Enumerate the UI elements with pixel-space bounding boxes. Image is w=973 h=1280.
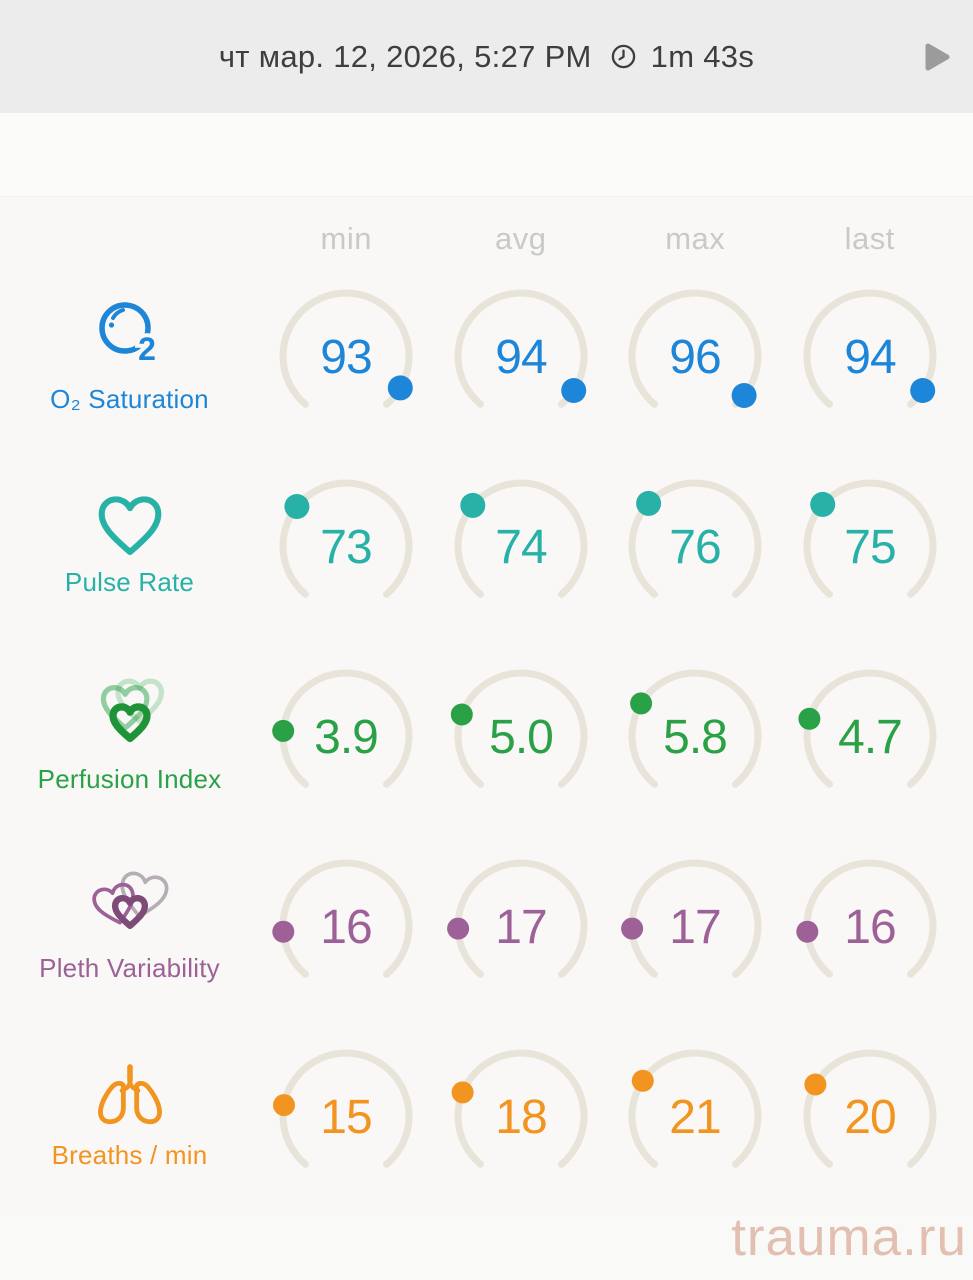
clock-icon [610, 43, 637, 70]
gauge-value: 5.0 [489, 711, 553, 764]
gauge-dot [451, 1081, 474, 1104]
metric-label-cell-breaths-min: Breaths / min [0, 1021, 259, 1211]
column-header-avg: avg [495, 221, 547, 256]
column-header-last: last [844, 221, 895, 256]
gauge-value: 21 [670, 1091, 721, 1144]
gauge-dot [798, 707, 821, 730]
metric-label: Pleth Variability [39, 953, 220, 983]
gauge-perfusion-index-min: 3.9 [259, 641, 434, 831]
gauge-value: 94 [495, 331, 547, 384]
metric-label: Perfusion Index [37, 764, 222, 794]
gauge-value: 18 [495, 1091, 546, 1144]
gauge-value: 20 [844, 1091, 895, 1144]
gauge-value: 93 [321, 331, 372, 384]
gauge-perfusion-index-max: 5.8 [608, 641, 783, 831]
gauge-dot [621, 917, 644, 940]
gauge-dot [731, 383, 757, 408]
gauge-value: 3.9 [314, 711, 378, 764]
metric-label: O₂ Saturation [50, 384, 209, 414]
gauge-value: 96 [670, 331, 721, 384]
heart-outline-icon [96, 494, 164, 561]
gauge-o-saturation-last: 94 [783, 261, 958, 451]
gauge-value: 17 [495, 901, 546, 954]
gauge-dot [909, 378, 935, 403]
gauge-pulse-rate-last: 75 [783, 451, 958, 641]
column-header-min: min [320, 221, 372, 256]
column-header-spacer [0, 197, 259, 261]
gauge-dot [273, 1094, 296, 1117]
column-headers-row: min avg max last [0, 197, 973, 261]
gauge-value: 76 [670, 521, 721, 574]
session-header-bar: чт мар. 12, 2026, 5:27 PM 1m 43s [0, 0, 973, 113]
gauge-perfusion-index-last: 4.7 [783, 641, 958, 831]
gauge-dot [636, 490, 662, 516]
gauge-value: 74 [495, 521, 547, 574]
column-header-max: max [665, 221, 726, 256]
gauge-o-saturation-min: 93 [259, 261, 434, 451]
gauge-pleth-variability-min: 16 [259, 831, 434, 1021]
gauge-breaths-min-avg: 18 [434, 1021, 609, 1211]
metric-row-breaths-min: Breaths / min 15 18 21 20 [0, 1021, 973, 1211]
metric-row-pulse-rate: Pulse Rate 73 74 76 75 [0, 451, 973, 641]
gauge-value: 17 [670, 901, 721, 954]
header-spacer-band [0, 113, 973, 196]
metric-row-pleth-variability: Pleth Variability 16 17 17 16 [0, 831, 973, 1021]
gauge-dot [446, 917, 469, 940]
metrics-panel: min avg max last 2 O₂ Saturation 93 94 96 9… [0, 196, 973, 1211]
session-date: чт мар. 12, 2026, 5:27 PM [218, 38, 592, 74]
gauge-dot [460, 492, 486, 518]
gauge-breaths-min-min: 15 [259, 1021, 434, 1211]
gauge-o-saturation-max: 96 [608, 261, 783, 451]
gauge-dot [272, 719, 295, 742]
metric-row-o-saturation: 2 O₂ Saturation 93 94 96 94 [0, 261, 973, 451]
gauge-perfusion-index-avg: 5.0 [434, 641, 609, 831]
metric-label: Pulse Rate [64, 567, 195, 597]
gauge-pleth-variability-max: 17 [608, 831, 783, 1021]
lungs-icon [93, 1061, 167, 1134]
gauge-value: 75 [844, 521, 895, 574]
gauge-dot [809, 491, 835, 517]
gauge-dot [632, 1069, 655, 1092]
play-button[interactable] [915, 35, 959, 79]
metric-label-cell-perfusion-index: Perfusion Index [0, 641, 259, 831]
gauge-dot [450, 703, 473, 726]
metric-label-cell-pleth-variability: Pleth Variability [0, 831, 259, 1021]
metric-label: Breaths / min [51, 1140, 208, 1170]
gauge-dot [560, 378, 586, 403]
watermark: trauma.ru [731, 1208, 967, 1267]
session-duration: 1m 43s [650, 38, 755, 74]
gauge-dot [272, 920, 295, 943]
gauge-dot [630, 692, 653, 715]
o2-bubble-icon: 2 [94, 297, 166, 378]
metric-label-cell-o-saturation: 2 O₂ Saturation [0, 261, 259, 451]
gauge-breaths-min-last: 20 [783, 1021, 958, 1211]
svg-text:2: 2 [138, 331, 156, 367]
gauge-value: 16 [844, 901, 895, 954]
gauge-value: 16 [321, 901, 372, 954]
gauge-pleth-variability-last: 16 [783, 831, 958, 1021]
metric-label-cell-pulse-rate: Pulse Rate [0, 451, 259, 641]
gauge-value: 73 [321, 521, 372, 574]
gauge-value: 5.8 [663, 711, 727, 764]
gauge-pulse-rate-max: 76 [608, 451, 783, 641]
double-hearts-icon [89, 868, 171, 947]
gauge-value: 4.7 [838, 711, 902, 764]
layered-hearts-icon [89, 677, 171, 758]
metric-row-perfusion-index: Perfusion Index 3.9 5.0 5.8 4.7 [0, 641, 973, 831]
gauge-value: 94 [844, 331, 896, 384]
gauge-breaths-min-max: 21 [608, 1021, 783, 1211]
gauge-dot [284, 494, 310, 519]
gauge-dot [796, 920, 819, 943]
gauge-o-saturation-avg: 94 [434, 261, 609, 451]
gauge-pulse-rate-avg: 74 [434, 451, 609, 641]
gauge-value: 15 [321, 1091, 372, 1144]
play-triangle-icon [925, 43, 950, 70]
gauge-dot [388, 375, 414, 401]
gauge-pulse-rate-min: 73 [259, 451, 434, 641]
gauge-pleth-variability-avg: 17 [434, 831, 609, 1021]
gauge-dot [804, 1073, 827, 1096]
